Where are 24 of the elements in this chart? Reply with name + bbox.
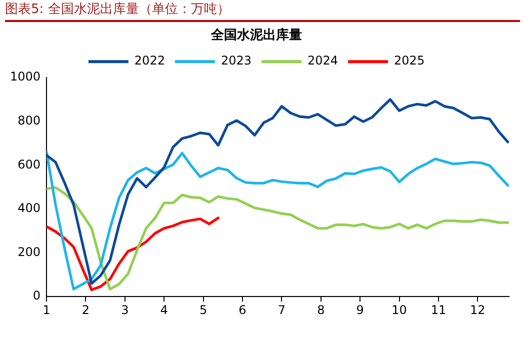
y-tick-label: 800 xyxy=(18,114,41,128)
x-tick-label: 1 xyxy=(42,302,50,317)
x-tick-label: 11 xyxy=(430,302,446,317)
chart-subtitle: 全国水泥出库量 xyxy=(210,27,302,44)
legend-label: 2025 xyxy=(394,54,425,68)
y-tick-label: 0 xyxy=(32,288,41,303)
x-tick-label: 8 xyxy=(317,302,325,317)
legend-label: 2024 xyxy=(308,54,338,68)
legend-label: 2022 xyxy=(134,54,165,68)
x-tick-label: 6 xyxy=(238,302,246,317)
x-tick-label: 10 xyxy=(392,302,407,317)
x-tick-label: 3 xyxy=(121,302,129,317)
x-tick-label: 9 xyxy=(356,302,364,317)
x-tick-label: 5 xyxy=(199,302,208,317)
x-tick-label: 7 xyxy=(278,302,286,317)
x-tick-label: 12 xyxy=(470,302,486,317)
y-tick-label: 200 xyxy=(18,244,41,259)
y-tick-label: 1000 xyxy=(10,70,41,84)
x-tick-label: 4 xyxy=(160,302,168,317)
y-tick-label: 600 xyxy=(18,157,41,172)
y-tick-label: 400 xyxy=(18,201,41,216)
x-tick-label: 2 xyxy=(82,302,90,317)
chart-title: 图表5: 全国水泥出库量（单位：万吨） xyxy=(5,0,520,22)
legend-label: 2023 xyxy=(220,54,252,68)
